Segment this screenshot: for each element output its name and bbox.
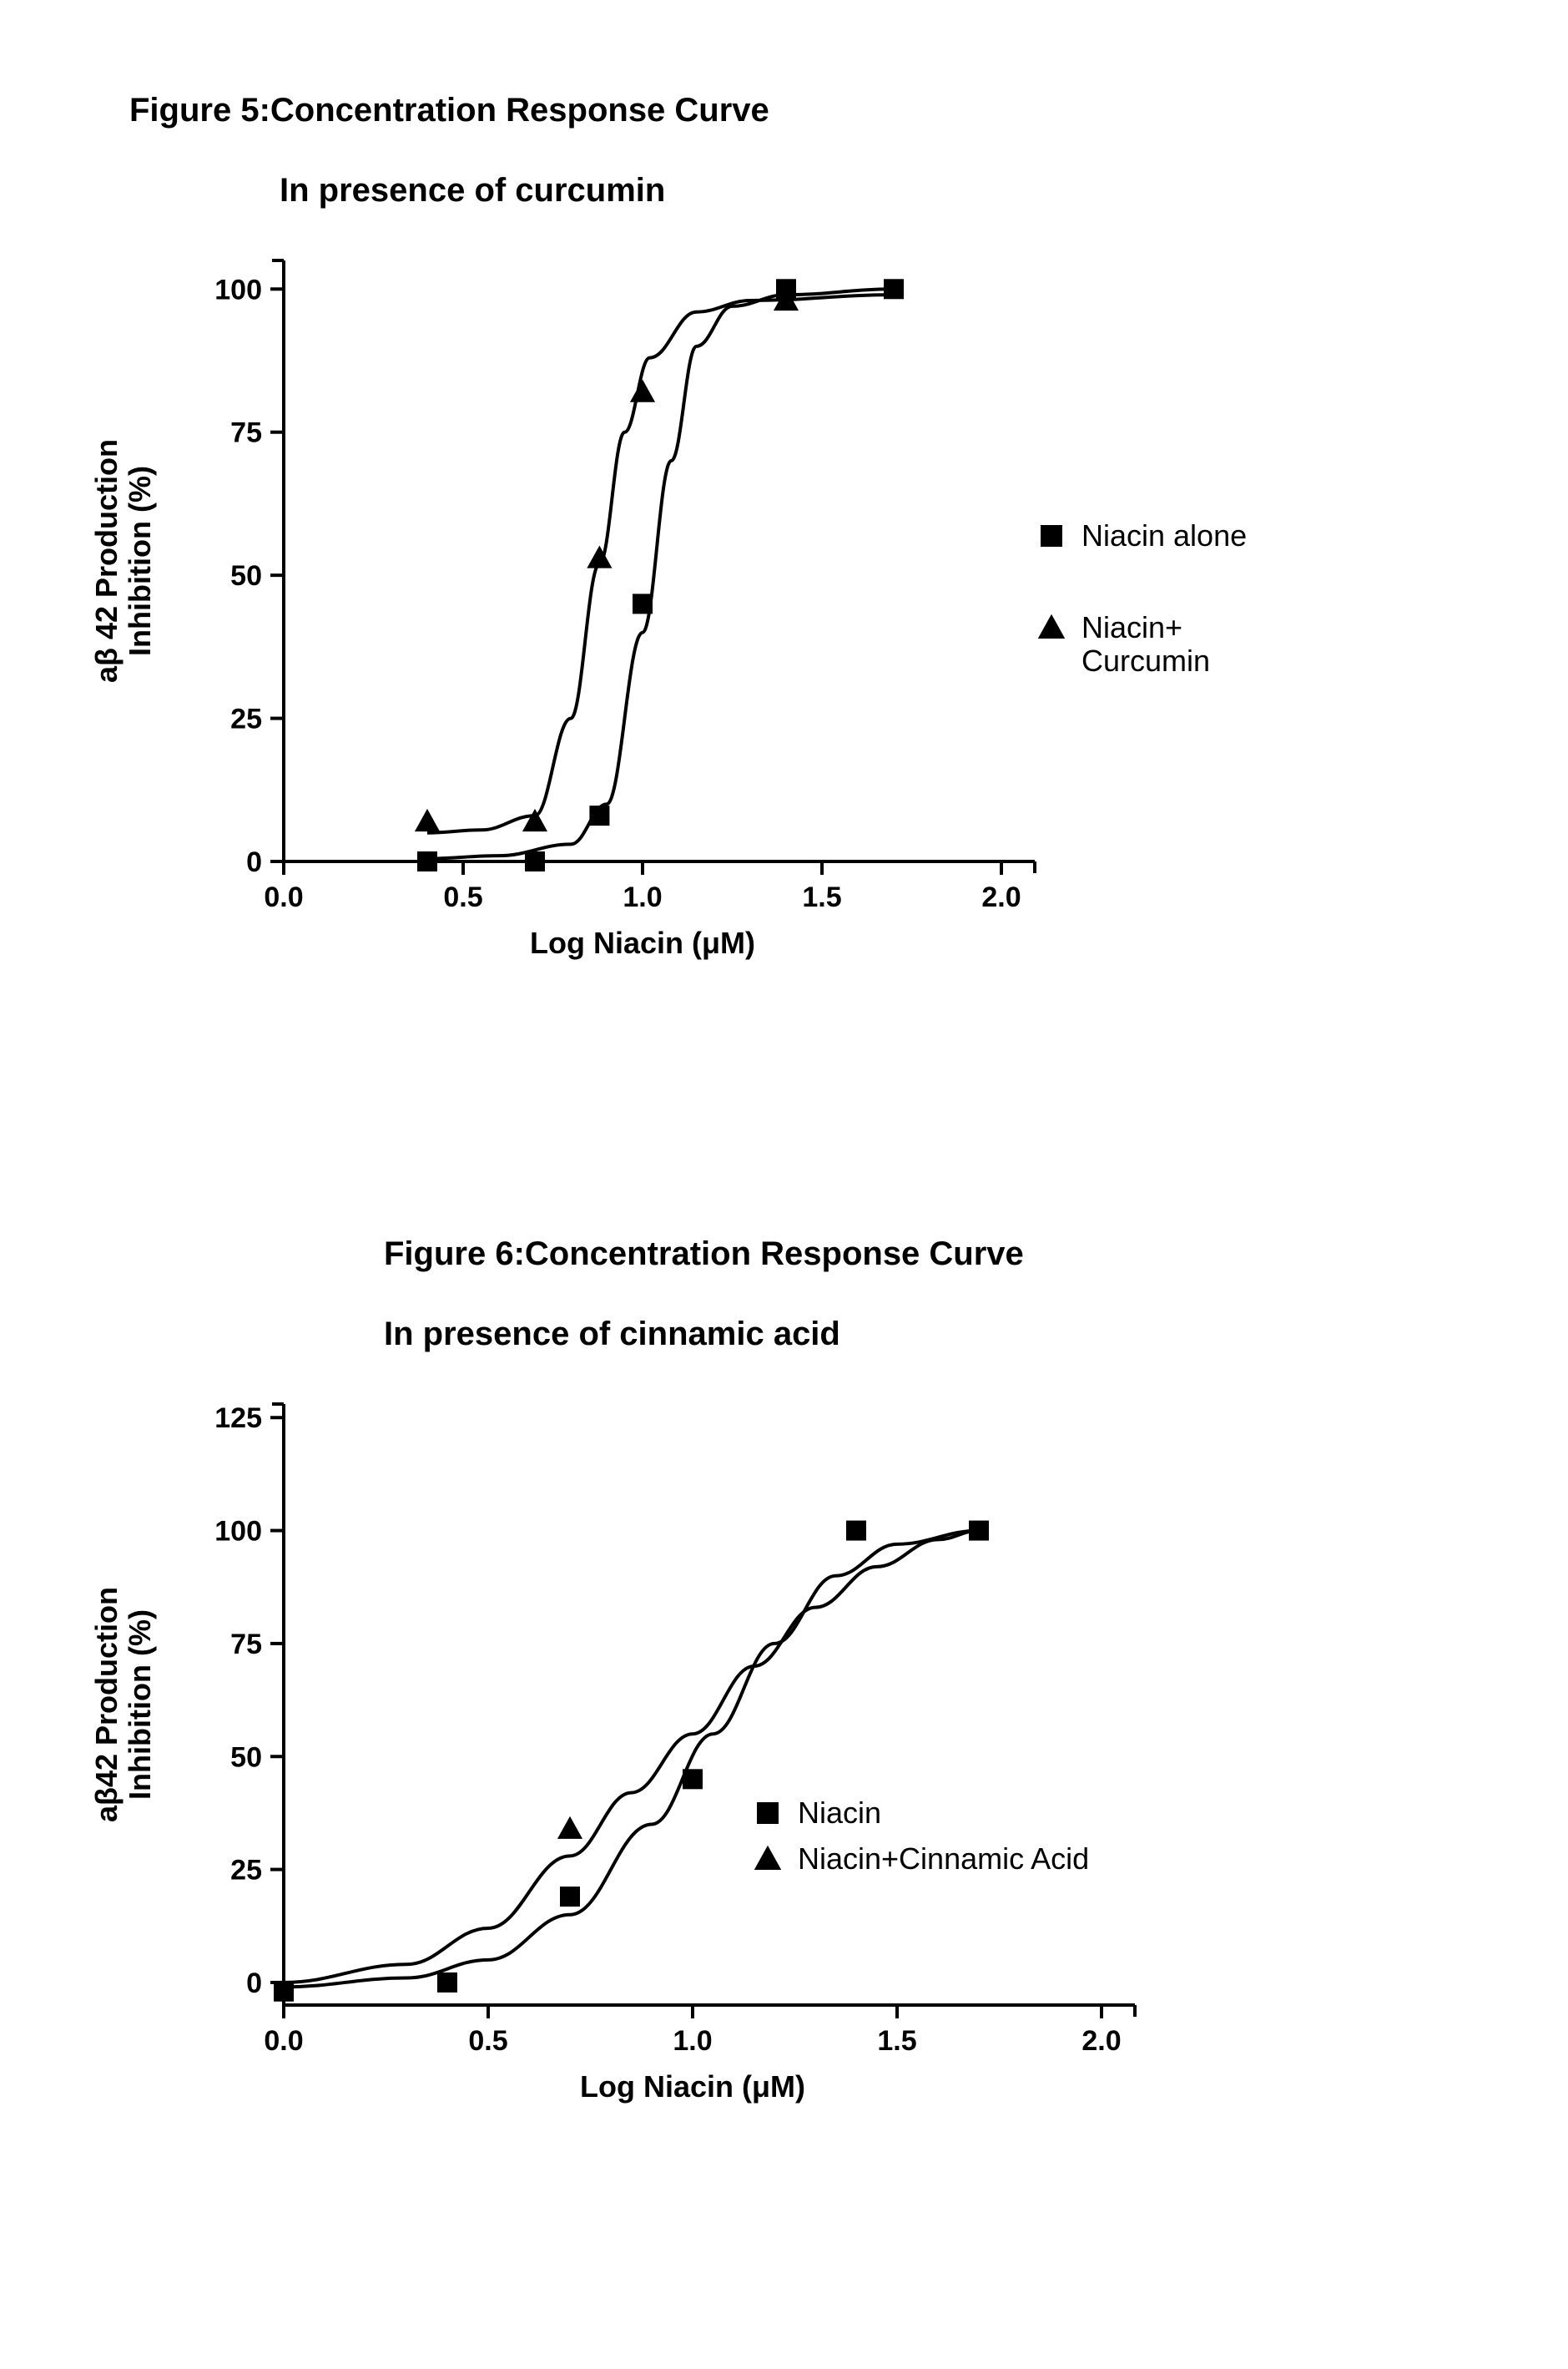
figure5-svg: 0.0 0.5 1.0 1.5 2.0 0 25 50 75 100 Log Niacin (μM)…: [83, 227, 1460, 978]
x-tick-label: 1.5: [877, 2025, 916, 2057]
y-axis-label: aβ 42 Production: [89, 439, 124, 683]
fig5-title-line1: Figure 5:Concentration Response Curve: [129, 92, 769, 129]
fig6-title-line2: In presence of cinnamic acid: [384, 1316, 840, 1352]
square-marker: [589, 806, 609, 826]
y-tick-label: 100: [214, 274, 262, 306]
curve: [427, 295, 894, 833]
square-marker: [884, 279, 904, 299]
x-tick-label: 0.5: [468, 2025, 507, 2057]
figure5-container: Figure 5:Concentration Response Curve In…: [83, 50, 1460, 982]
y-tick-label: 0: [246, 846, 262, 878]
square-marker: [1041, 525, 1062, 547]
x-axis-label: Log Niacin (μM): [580, 2069, 805, 2104]
square-marker: [683, 1769, 703, 1789]
triangle-marker: [1038, 614, 1065, 639]
square-marker: [437, 1972, 457, 1993]
legend-label: Niacin+Cinnamic Acid: [798, 1841, 1089, 1876]
fig5-title-line2: In presence of curcumin: [280, 172, 665, 209]
y-tick-label: 0: [246, 1967, 262, 1999]
x-tick-label: 0.5: [443, 881, 482, 913]
y-tick-label: 75: [230, 1629, 262, 1660]
square-marker: [525, 851, 545, 871]
fig6-title-line1: Figure 6:Concentration Response Curve: [384, 1235, 1024, 1272]
y-tick-label: 50: [230, 1741, 262, 1773]
curve: [284, 1531, 979, 1988]
y-axis-label: Inhibition (%): [123, 1609, 157, 1800]
square-marker: [757, 1802, 779, 1824]
y-tick-label: 25: [230, 1855, 262, 1887]
square-marker: [633, 594, 653, 614]
y-tick-label: 25: [230, 704, 262, 735]
square-marker: [846, 1521, 866, 1541]
x-tick-label: 1.0: [623, 881, 662, 913]
square-marker: [969, 1521, 989, 1541]
legend-label: Curcumin: [1081, 644, 1210, 678]
curve: [427, 289, 894, 858]
triangle-marker: [557, 1816, 582, 1839]
figure6-title: Figure 6:Concentration Response Curve In…: [384, 1194, 1460, 1354]
x-axis-label: Log Niacin (μM): [530, 926, 755, 960]
y-axis-label: Inhibition (%): [123, 466, 157, 656]
legend-label: Niacin: [798, 1796, 881, 1830]
page: Figure 5:Concentration Response Curve In…: [0, 0, 1568, 2369]
y-tick-label: 125: [214, 1402, 262, 1434]
x-tick-label: 1.0: [673, 2025, 712, 2057]
curve: [284, 1531, 979, 1983]
figure6-svg: 0.0 0.5 1.0 1.5 2.0 0 25 50 75 100 125 Log Niacin (…: [83, 1371, 1460, 2122]
triangle-marker: [522, 809, 547, 831]
x-tick-label: 1.5: [802, 881, 841, 913]
triangle-marker: [754, 1846, 781, 1870]
x-tick-label: 2.0: [981, 881, 1021, 913]
square-marker: [274, 1982, 294, 2002]
square-marker: [417, 851, 437, 871]
x-tick-label: 0.0: [264, 881, 303, 913]
figure6-container: Figure 6:Concentration Response Curve In…: [83, 1194, 1460, 2126]
figure5-title: Figure 5:Concentration Response Curve In…: [129, 50, 1460, 210]
legend-label: Niacin+: [1081, 610, 1182, 644]
y-tick-label: 75: [230, 417, 262, 449]
y-tick-label: 100: [214, 1516, 262, 1548]
triangle-marker: [587, 545, 612, 568]
square-marker: [560, 1887, 580, 1907]
triangle-marker: [630, 380, 655, 402]
x-tick-label: 2.0: [1081, 2025, 1121, 2057]
x-tick-label: 0.0: [264, 2025, 303, 2057]
legend-label: Niacin alone: [1081, 518, 1247, 553]
y-axis-label: aβ42 Production: [89, 1587, 124, 1822]
triangle-marker: [415, 809, 440, 831]
y-tick-label: 50: [230, 560, 262, 592]
